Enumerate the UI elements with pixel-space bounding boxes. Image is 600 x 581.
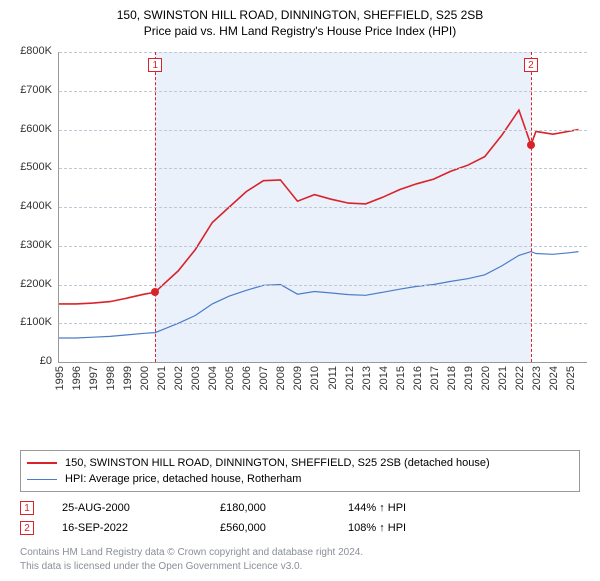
y-tick-label: £0	[8, 355, 52, 367]
sale-dot-1	[151, 288, 159, 296]
y-tick-label: £100K	[8, 316, 52, 328]
sale-id-box: 2	[20, 521, 34, 535]
grid-line	[59, 130, 587, 131]
sale-marker-2: 2	[524, 58, 538, 72]
y-tick-label: £700K	[8, 84, 52, 96]
footer-line-1: Contains HM Land Registry data © Crown c…	[20, 546, 580, 560]
title-main: 150, SWINSTON HILL ROAD, DINNINGTON, SHE…	[8, 8, 592, 22]
sale-dot-2	[527, 141, 535, 149]
sale-date: 16-SEP-2022	[62, 522, 192, 534]
sale-hpi: 108% ↑ HPI	[348, 522, 448, 534]
grid-line	[59, 207, 587, 208]
y-tick-label: £200K	[8, 278, 52, 290]
y-tick-label: £500K	[8, 161, 52, 173]
sale-id-box: 1	[20, 501, 34, 515]
legend-swatch	[27, 479, 57, 480]
sale-date: 25-AUG-2000	[62, 502, 192, 514]
sales-table: 1 25-AUG-2000 £180,000 144% ↑ HPI 2 16-SEP-20…	[20, 498, 580, 538]
legend-label: HPI: Average price, detached house, Roth…	[65, 473, 301, 485]
y-tick-label: £800K	[8, 45, 52, 57]
footer-line-2: This data is licensed under the Open Gov…	[20, 560, 580, 574]
series-hpi	[59, 252, 579, 338]
sale-hpi: 144% ↑ HPI	[348, 502, 448, 514]
grid-line	[59, 285, 587, 286]
legend: 150, SWINSTON HILL ROAD, DINNINGTON, SHE…	[20, 450, 580, 492]
sale-price: £560,000	[220, 522, 320, 534]
legend-swatch	[27, 462, 57, 464]
sale-connector	[531, 52, 532, 362]
legend-label: 150, SWINSTON HILL ROAD, DINNINGTON, SHE…	[65, 457, 490, 469]
y-tick-label: £400K	[8, 200, 52, 212]
title-sub: Price paid vs. HM Land Registry's House …	[8, 24, 592, 38]
grid-line	[59, 91, 587, 92]
plot-area: 12	[58, 52, 587, 363]
grid-line	[59, 168, 587, 169]
grid-line	[59, 246, 587, 247]
grid-line	[59, 52, 587, 53]
sales-row-2: 2 16-SEP-2022 £560,000 108% ↑ HPI	[20, 518, 580, 538]
y-tick-label: £600K	[8, 123, 52, 135]
grid-line	[59, 323, 587, 324]
y-tick-label: £300K	[8, 239, 52, 251]
sale-price: £180,000	[220, 502, 320, 514]
chart: 12 £0£100K£200K£300K£400K£500K£600K£700K…	[8, 44, 592, 404]
sale-connector	[155, 52, 156, 362]
sales-row-1: 1 25-AUG-2000 £180,000 144% ↑ HPI	[20, 498, 580, 518]
sale-marker-1: 1	[148, 58, 162, 72]
legend-row-hpi: HPI: Average price, detached house, Roth…	[27, 471, 573, 487]
legend-row-property: 150, SWINSTON HILL ROAD, DINNINGTON, SHE…	[27, 455, 573, 471]
x-tick-label: 2025	[565, 366, 600, 390]
